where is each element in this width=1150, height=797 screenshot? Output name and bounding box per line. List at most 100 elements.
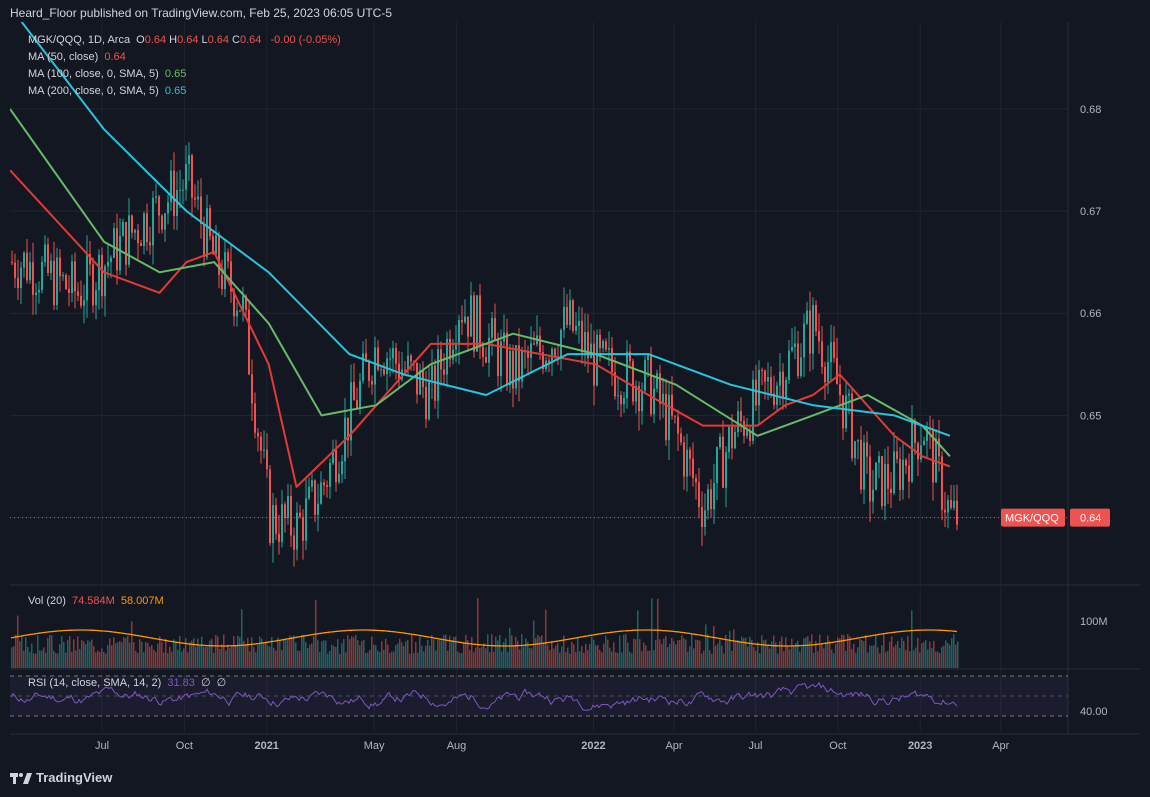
volume-bar (457, 651, 459, 668)
candle-body (35, 292, 37, 296)
volume-bar (335, 646, 337, 668)
volume-bar (795, 642, 797, 668)
candle-body (701, 507, 703, 527)
rsi-band-value: ∅ (216, 677, 227, 689)
volume-bar (279, 640, 281, 668)
candle-body (836, 357, 838, 385)
volume-bar (937, 651, 939, 668)
volume-bar (187, 652, 189, 668)
candle-body (245, 296, 247, 310)
volume-bar (311, 643, 313, 668)
volume-bar (621, 652, 623, 668)
ma100-legend[interactable]: MA (100, close, 0, SMA, 5) 0.65 (28, 68, 189, 80)
candle-body (821, 341, 823, 367)
price-tick-label: 0.68 (1080, 104, 1101, 116)
volume-bar (415, 642, 417, 668)
candle-body (578, 320, 580, 326)
volume-bar (817, 651, 819, 668)
symbol-label[interactable]: MGK/QQQ, 1D, Arca (28, 34, 131, 46)
volume-bar (799, 651, 801, 668)
volume-bar (927, 649, 929, 668)
time-tick-label: Apr (992, 740, 1009, 752)
candle-body (791, 347, 793, 351)
volume-bar (875, 635, 877, 668)
time-tick-label: Apr (665, 740, 682, 752)
volume-bar (369, 649, 371, 668)
volume-bar (589, 643, 591, 668)
volume-bar (645, 645, 647, 668)
candle-body (146, 213, 148, 243)
volume-bar (387, 644, 389, 668)
candle-body (830, 342, 832, 363)
volume-bar (711, 653, 713, 668)
volume-bar (75, 650, 77, 668)
volume-bar (493, 651, 495, 668)
volume-bar (775, 642, 777, 668)
volume-ma-value: 58.007M (120, 595, 164, 607)
candle-body (206, 208, 208, 257)
candle-body (884, 464, 886, 507)
volume-bar (501, 651, 503, 668)
candle-body (806, 310, 808, 324)
candle-body (314, 480, 316, 515)
candle-body (329, 463, 331, 487)
time-tick-label: Jul (748, 740, 762, 752)
volume-bar (733, 629, 735, 668)
volume-bar (213, 652, 215, 668)
volume-bar (467, 639, 469, 668)
ma200-legend[interactable]: MA (200, close, 0, SMA, 5) 0.65 (28, 85, 189, 97)
volume-bar (65, 652, 67, 668)
candle-body (782, 371, 784, 399)
volume-legend[interactable]: Vol (20) 74.584M 58.007M (28, 595, 167, 607)
volume-bar (167, 653, 169, 668)
candle-body (716, 447, 718, 484)
rsi-legend[interactable]: RSI (14, close, SMA, 14, 2) 31.83 ∅ ∅ (28, 676, 229, 689)
price-chart[interactable]: 0.68 0.67 0.66 0.65 0.64 Jul Oct 2021 May Aug 2022… (10, 22, 1140, 763)
candle-body (227, 252, 229, 262)
volume-bar (859, 639, 861, 668)
chart-frame[interactable]: 0.68 0.67 0.66 0.65 0.64 Jul Oct 2021 May Aug 2022… (10, 22, 1140, 763)
tradingview-logo[interactable]: TradingView (10, 770, 112, 785)
volume-bar (639, 639, 641, 668)
candle-body (335, 449, 337, 483)
candle-body (869, 456, 871, 502)
volume-bar (683, 637, 685, 668)
tradingview-logo-icon (10, 772, 32, 784)
candle-body (11, 262, 13, 264)
candle-body (650, 355, 652, 415)
volume-bar (207, 647, 209, 668)
candle-body (14, 262, 16, 278)
volume-bar (353, 637, 355, 668)
candle-body (278, 533, 280, 542)
candle-body (251, 374, 253, 404)
ma50-legend[interactable]: MA (50, close) 0.64 (28, 51, 129, 63)
candle-body (353, 381, 355, 401)
candle-body (275, 505, 277, 534)
candle-body (365, 353, 367, 362)
volume-bar (191, 640, 193, 668)
candle-body (677, 416, 679, 434)
volume-bar (819, 634, 821, 668)
volume-bar (149, 646, 151, 668)
volume-bar (655, 639, 657, 668)
volume-label: Vol (20) (28, 595, 66, 607)
volume-bar (613, 642, 615, 668)
volume-bar (657, 598, 659, 668)
volume-bar (209, 640, 211, 668)
volume-bar (305, 641, 307, 668)
volume-bar (111, 645, 113, 668)
candle-body (341, 461, 343, 475)
volume-bar (41, 650, 43, 668)
volume-bar (523, 646, 525, 668)
rsi-label: RSI (14, close, SMA, 14, 2) (28, 677, 162, 689)
volume-bar (681, 635, 683, 668)
volume-bar (541, 635, 543, 668)
volume-bar (19, 641, 21, 668)
volume-bar (843, 634, 845, 668)
tradingview-brand: TradingView (36, 770, 113, 785)
volume-bar (183, 648, 185, 668)
volume-pane (10, 598, 959, 668)
volume-bar (887, 650, 889, 668)
candle-body (566, 306, 568, 325)
volume-bar (627, 642, 629, 668)
